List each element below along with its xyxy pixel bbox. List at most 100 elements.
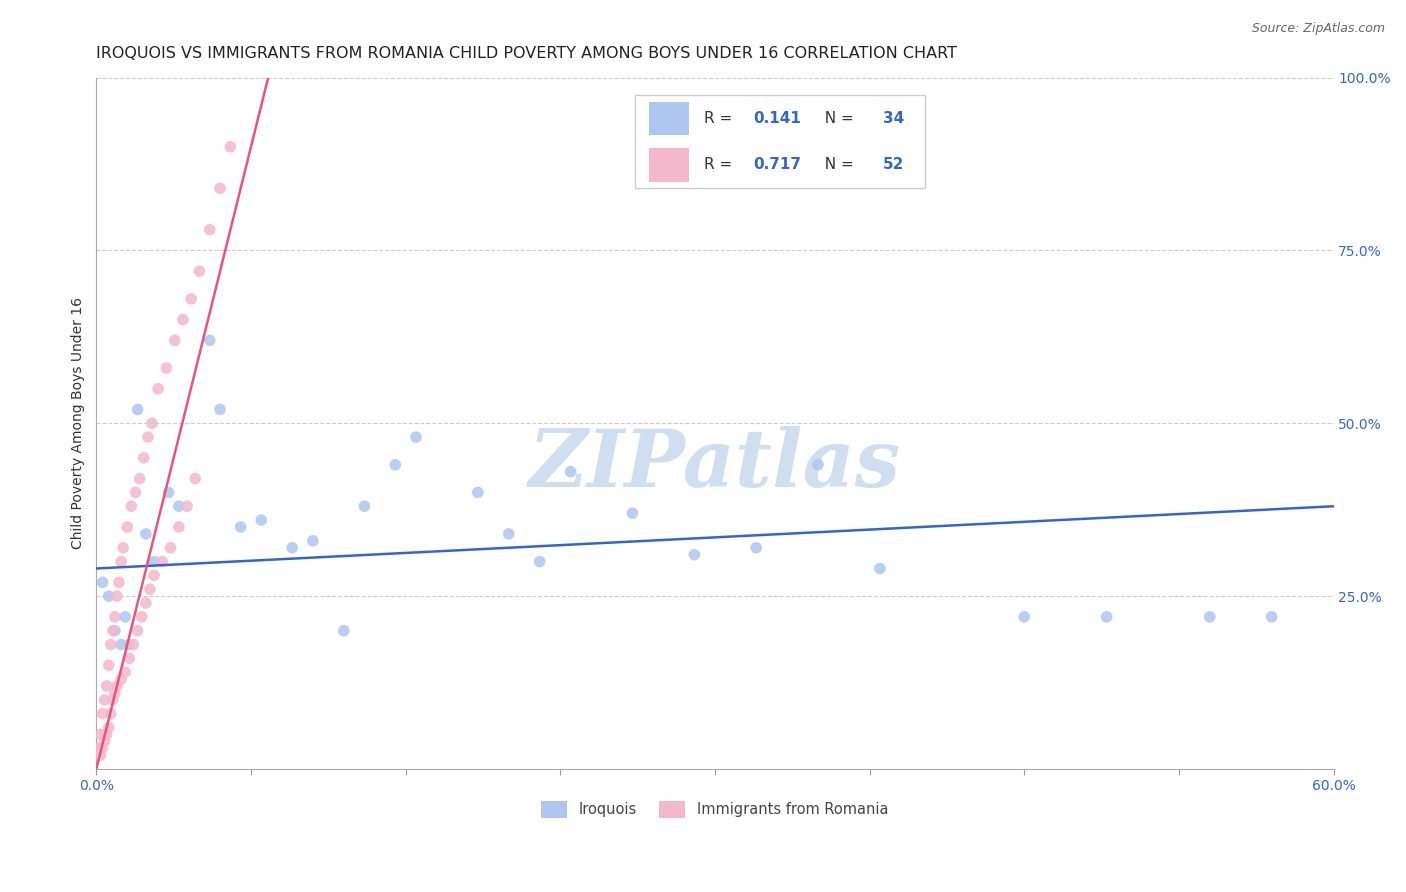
Point	[132, 450, 155, 465]
Y-axis label: Child Poverty Among Boys Under 16: Child Poverty Among Boys Under 16	[72, 297, 86, 549]
Point	[135, 527, 157, 541]
Point	[163, 334, 186, 348]
Point	[96, 679, 118, 693]
Point	[93, 693, 115, 707]
Point	[135, 596, 157, 610]
Point	[176, 500, 198, 514]
Text: ZIPatlas: ZIPatlas	[529, 426, 901, 504]
Point	[101, 693, 124, 707]
Point	[560, 465, 582, 479]
Text: 0.717: 0.717	[754, 158, 801, 172]
Point	[97, 721, 120, 735]
Point	[110, 638, 132, 652]
Point	[87, 741, 110, 756]
Point	[91, 575, 114, 590]
Point	[127, 402, 149, 417]
Point	[100, 706, 122, 721]
Text: Source: ZipAtlas.com: Source: ZipAtlas.com	[1251, 22, 1385, 36]
Point	[807, 458, 830, 472]
Point	[97, 589, 120, 603]
Point	[110, 672, 132, 686]
Point	[155, 361, 177, 376]
Text: R =: R =	[704, 111, 737, 126]
Point	[118, 638, 141, 652]
Point	[384, 458, 406, 472]
Text: 0.141: 0.141	[754, 111, 801, 126]
Point	[188, 264, 211, 278]
Point	[405, 430, 427, 444]
Point	[198, 223, 221, 237]
Point	[1198, 610, 1220, 624]
Point	[100, 638, 122, 652]
Point	[96, 727, 118, 741]
Point	[621, 506, 644, 520]
Point	[105, 589, 128, 603]
Point	[467, 485, 489, 500]
Point	[229, 520, 252, 534]
Point	[101, 624, 124, 638]
Point	[91, 706, 114, 721]
Point	[157, 485, 180, 500]
Point	[180, 292, 202, 306]
Point	[209, 181, 232, 195]
Point	[219, 140, 242, 154]
Text: R =: R =	[704, 158, 737, 172]
Point	[114, 665, 136, 680]
Point	[120, 500, 142, 514]
Point	[198, 334, 221, 348]
FancyBboxPatch shape	[634, 95, 925, 188]
Point	[127, 624, 149, 638]
Point	[302, 533, 325, 548]
Point	[91, 741, 114, 756]
Point	[114, 610, 136, 624]
Point	[108, 575, 131, 590]
Point	[93, 734, 115, 748]
Point	[1260, 610, 1282, 624]
Point	[117, 520, 139, 534]
Point	[869, 561, 891, 575]
Text: N =: N =	[815, 158, 859, 172]
Point	[281, 541, 304, 555]
Point	[167, 500, 190, 514]
Point	[683, 548, 706, 562]
Point	[124, 485, 146, 500]
Text: N =: N =	[815, 111, 859, 126]
Point	[143, 568, 166, 582]
Point	[122, 638, 145, 652]
Point	[529, 555, 551, 569]
Point	[136, 430, 159, 444]
Point	[89, 727, 111, 741]
Text: 52: 52	[883, 158, 904, 172]
Point	[110, 555, 132, 569]
Point	[139, 582, 162, 597]
Point	[141, 417, 163, 431]
Text: 34: 34	[883, 111, 904, 126]
Point	[104, 624, 127, 638]
Point	[333, 624, 356, 638]
Point	[184, 472, 207, 486]
Point	[118, 651, 141, 665]
Text: IROQUOIS VS IMMIGRANTS FROM ROMANIA CHILD POVERTY AMONG BOYS UNDER 16 CORRELATIO: IROQUOIS VS IMMIGRANTS FROM ROMANIA CHIL…	[97, 46, 957, 62]
Point	[1012, 610, 1035, 624]
Point	[97, 658, 120, 673]
Point	[112, 541, 135, 555]
FancyBboxPatch shape	[650, 148, 689, 182]
Point	[128, 472, 150, 486]
FancyBboxPatch shape	[650, 102, 689, 135]
Point	[498, 527, 520, 541]
Point	[353, 500, 375, 514]
Point	[150, 555, 173, 569]
Legend: Iroquois, Immigrants from Romania: Iroquois, Immigrants from Romania	[536, 796, 894, 824]
Point	[148, 382, 170, 396]
Point	[745, 541, 768, 555]
Point	[143, 555, 166, 569]
Point	[105, 679, 128, 693]
Point	[167, 520, 190, 534]
Point	[89, 748, 111, 763]
Point	[131, 610, 153, 624]
Point	[159, 541, 181, 555]
Point	[250, 513, 273, 527]
Point	[209, 402, 232, 417]
Point	[104, 686, 127, 700]
Point	[104, 610, 127, 624]
